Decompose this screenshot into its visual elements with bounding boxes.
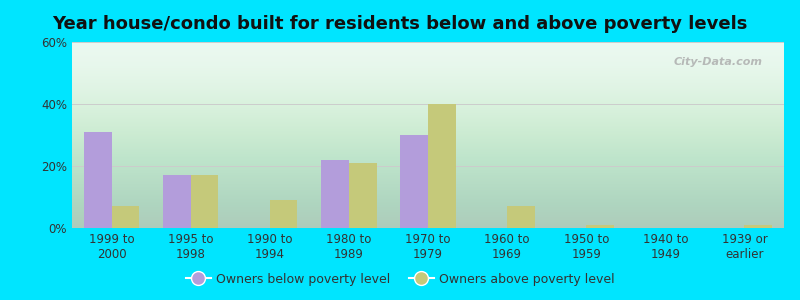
Bar <box>111 206 139 228</box>
Bar <box>270 200 298 228</box>
Text: Year house/condo built for residents below and above poverty levels: Year house/condo built for residents bel… <box>52 15 748 33</box>
Legend: Owners below poverty level, Owners above poverty level: Owners below poverty level, Owners above… <box>181 268 619 291</box>
Bar <box>586 225 614 228</box>
Bar <box>400 135 428 228</box>
Bar <box>190 175 218 228</box>
Bar <box>428 104 456 228</box>
Bar <box>745 225 772 228</box>
Bar <box>84 132 111 228</box>
Text: City-Data.com: City-Data.com <box>674 57 762 67</box>
Bar <box>321 160 349 228</box>
Bar <box>349 163 377 228</box>
Bar <box>507 206 534 228</box>
Bar <box>163 175 190 228</box>
